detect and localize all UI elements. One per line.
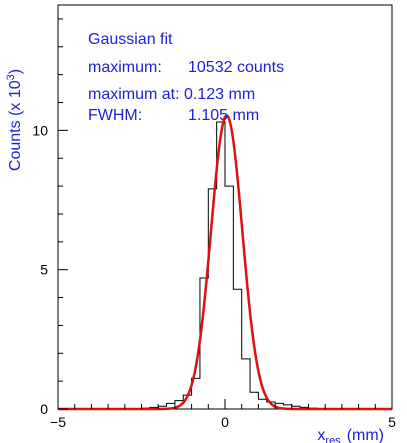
fit-fwhm-label: FWHM: [88, 107, 142, 124]
fit-title: Gaussian fit [88, 31, 173, 48]
histogram-series [58, 121, 392, 410]
y-tick-label: 0 [40, 401, 48, 417]
histogram-outline [58, 121, 392, 410]
y-axis-title: Counts (x 103) [5, 69, 24, 171]
y-axis-title-main: Counts [7, 120, 24, 171]
gaussian-fit-curve [58, 114, 392, 411]
x-axis-title-main: x [317, 427, 325, 443]
x-axis-title: xres (mm) [317, 427, 384, 443]
y-axis-title-scale: (x 10 [7, 80, 24, 116]
fit-maximum-value: 10532 counts [188, 59, 284, 76]
fit-fwhm-value: 1.105 mm [188, 107, 259, 124]
x-axis-title-sub: res [325, 435, 341, 443]
x-tick-label: 5 [388, 414, 396, 430]
y-tick-label: 10 [32, 122, 48, 138]
y-axis-title-exponent: 3 [5, 74, 17, 80]
fit-maximum-label: maximum: [88, 59, 162, 76]
y-tick-label: 5 [40, 262, 48, 278]
fit-maximum-at: maximum at: 0.123 mm [88, 86, 255, 103]
x-tick-label: −5 [50, 414, 66, 430]
y-axis-title-close: ) [7, 69, 24, 74]
x-axis-title-unit: (mm) [347, 427, 384, 443]
gaussian-fit-series [58, 114, 392, 411]
x-tick-label: 0 [221, 414, 229, 430]
